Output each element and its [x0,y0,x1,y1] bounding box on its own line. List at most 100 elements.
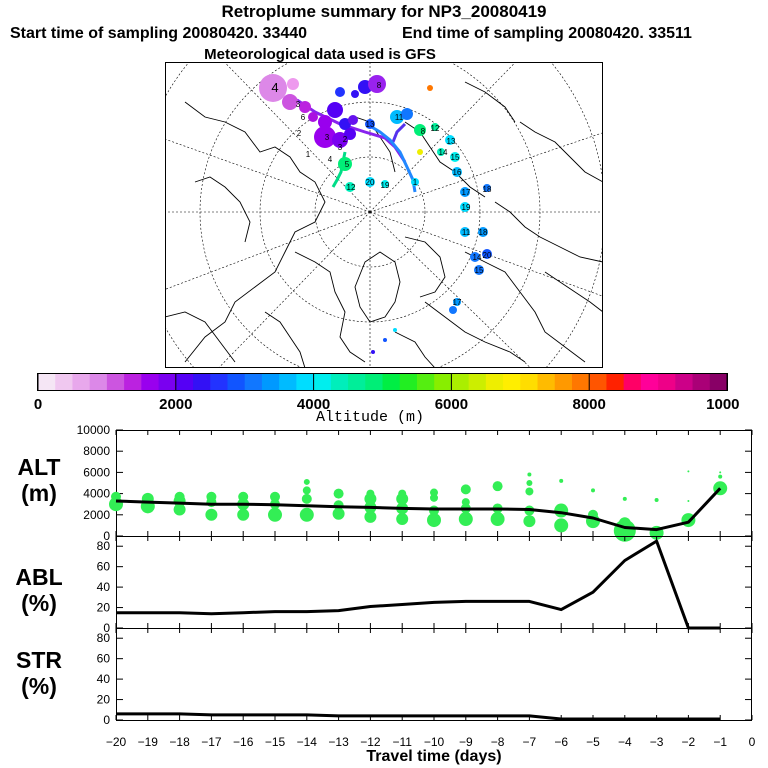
colorbar-tick-label: 0 [34,396,42,413]
colorbar-cells [38,374,728,390]
colorbar-cell [313,374,332,390]
colorbar-cell [261,374,280,390]
alt-scatter-point [396,513,409,526]
svg-text:18: 18 [483,185,492,194]
svg-text:17: 17 [453,298,462,307]
coastlines [165,81,603,368]
colorbar-cell [330,374,349,390]
x-tick-label: −17 [201,735,222,749]
start-time-label: Start time of sampling 20080420. 33440 [10,25,308,42]
colorbar-cell [158,374,177,390]
abl-ylabel-line1: ABL [15,564,63,590]
x-tick-label: −15 [265,735,286,749]
panel-alt: 0 2000 4000 6000 8000 10000 [77,424,753,543]
colorbar-cell [485,374,504,390]
colorbar-cell [72,374,91,390]
svg-text:13: 13 [366,120,375,129]
svg-text:18: 18 [479,228,488,237]
x-tick-label: −8 [491,735,505,749]
x-tick-label: −20 [106,735,127,749]
svg-text:2: 2 [343,135,348,144]
colorbar-cell [106,374,125,390]
svg-text:20: 20 [483,251,492,260]
y-tick-label: 40 [97,672,111,686]
alt-scatter-point [654,497,659,502]
alt-scatter-point [525,487,534,496]
svg-text:8: 8 [421,127,426,136]
colorbar-cell [606,374,625,390]
y-tick-label: 60 [97,652,111,666]
altitude-colorbar: 0 2000 4000 6000 8000 10000 [34,373,740,413]
svg-text:17: 17 [462,188,471,197]
colorbar-cell [365,374,383,390]
x-tick-label: 0 [749,735,756,749]
series-line-alt [115,487,722,532]
colorbar-tick-label: 10000 [706,396,740,413]
trajectory-line-mid [391,122,407,143]
x-tick-label: −3 [650,735,664,749]
x-tick-label: −9 [459,735,473,749]
y-tick-label: 8000 [83,444,110,458]
x-tick-label: −1 [713,735,727,749]
alt-scatter-point [523,515,536,528]
colorbar-cell [692,374,711,390]
alt-scatter-point [301,493,312,504]
svg-text:8: 8 [377,81,382,90]
str-ylabel-line1: STR [16,647,62,673]
colorbar-cell [193,374,211,390]
x-axis-label: Travel time (days) [366,748,502,765]
y-tick-label: 20 [97,693,111,707]
str-ylabel-line2: (%) [21,673,57,699]
svg-text:4: 4 [328,155,333,164]
colorbar-cell [623,374,642,390]
colorbar-tick-label: 6000 [435,396,468,413]
alt-scatter-point [461,498,470,507]
x-tick-label: −11 [392,735,412,749]
x-tick-label: −12 [360,735,381,749]
x-tick-label: −10 [424,735,445,749]
colorbar-cell [640,374,659,390]
alt-scatter-point [718,474,723,479]
svg-text:4: 4 [271,80,278,95]
time-series-panels: 0200040006000800010000020406080020406080… [77,424,756,749]
alt-scatter-point [206,491,217,502]
colorbar-cell [571,374,590,390]
svg-text:11: 11 [395,113,404,122]
svg-text:5: 5 [345,160,350,169]
svg-text:1: 1 [413,178,418,187]
svg-text:3: 3 [325,133,330,142]
svg-text:16: 16 [453,168,462,177]
abl-ylabel: ABL (%) [0,564,78,616]
colorbar-cell [554,374,573,390]
alt-scatter-point [174,491,185,502]
x-tick-label: −19 [138,735,159,749]
alt-scatter-point [427,513,441,528]
panel-str: 0 20 40 60 80 [97,628,753,727]
alt-scatter-point [687,470,690,473]
svg-text:19: 19 [462,203,471,212]
y-tick-label: 20 [97,601,111,615]
colorbar-cell [348,374,366,390]
alt-scatter-point [237,508,250,521]
y-tick-label: 0 [103,529,110,543]
x-tick-label: −18 [169,735,190,749]
alt-scatter-point [332,507,345,520]
y-tick-label: 80 [97,539,111,553]
alt-scatter-point [302,486,311,495]
svg-text:12: 12 [347,183,356,192]
alt-scatter-point [492,481,503,492]
alt-scatter-point [398,489,407,498]
colorbar-cell [451,374,470,390]
y-tick-label: 2000 [83,508,110,522]
colorbar-cell [520,374,539,390]
y-tick-label: 80 [97,631,111,645]
colorbar-cell [210,374,228,390]
svg-text:19: 19 [381,181,390,190]
colorbar-tick-label: 4000 [297,396,330,413]
colorbar-cell [175,374,194,390]
alt-scatter-point [205,508,218,521]
colorbar-cell [124,374,142,390]
colorbar-cell [55,374,73,390]
